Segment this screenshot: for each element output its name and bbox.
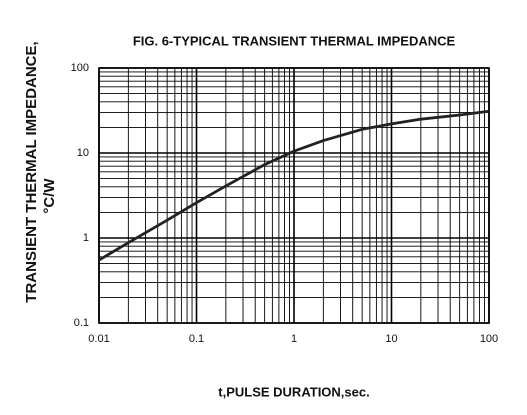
y-tick-label: 0.1	[74, 317, 89, 329]
x-tick-label: 0.1	[189, 333, 204, 345]
chart-title: FIG. 6-TYPICAL TRANSIENT THERMAL IMPEDAN…	[133, 33, 456, 48]
x-tick-label: 100	[480, 333, 498, 345]
data-line	[98, 109, 490, 262]
y-tick-label: 100	[71, 62, 89, 74]
x-tick-label: 1	[291, 333, 297, 345]
y-axis-label: TRANSIENT THERMAL IMPEDANCE,	[23, 41, 40, 302]
x-tick-label: 0.01	[88, 333, 109, 345]
plot-frame	[98, 67, 490, 324]
x-tick-label: 10	[385, 333, 397, 345]
x-axis-label: t,PULSE DURATION,sec.	[218, 384, 369, 399]
y-axis-label: °C/W	[41, 178, 58, 214]
y-tick-label: 1	[83, 232, 89, 244]
y-tick-label: 10	[77, 147, 89, 159]
